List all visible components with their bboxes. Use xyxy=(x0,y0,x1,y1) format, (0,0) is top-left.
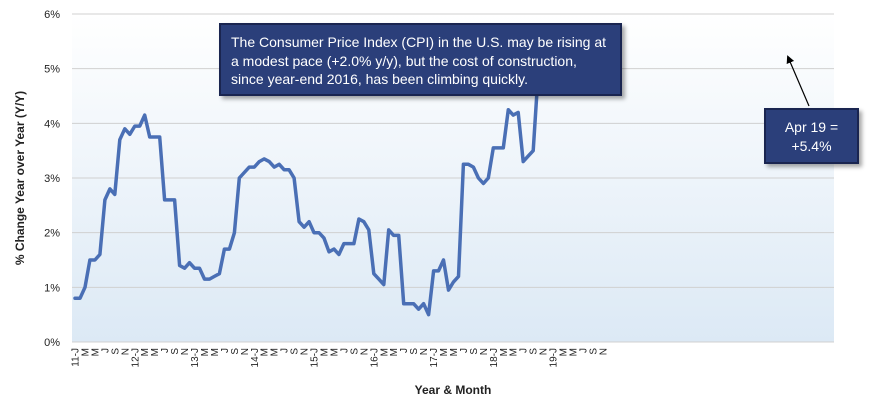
x-tick-label: J xyxy=(220,348,231,353)
x-tick-label: S xyxy=(588,348,599,355)
y-tick-label: 1% xyxy=(44,282,60,294)
x-tick-label: S xyxy=(409,348,420,355)
y-axis-ticks: 0% 1% 2% 3% 4% 5% 6% xyxy=(44,9,60,349)
series-group xyxy=(73,45,570,317)
x-tick-label: N xyxy=(359,348,370,355)
x-tick-label: N xyxy=(479,348,490,355)
x-tick-label: M xyxy=(439,348,450,356)
y-tick-label: 4% xyxy=(44,118,60,130)
x-tick-label: M xyxy=(449,348,460,356)
x-tick-label: N xyxy=(240,348,251,355)
x-tick-label: N xyxy=(539,348,550,355)
x-tick-label: N xyxy=(180,348,191,355)
x-tick-label: 12-J xyxy=(130,348,141,367)
x-tick-label: 16-J xyxy=(369,348,380,367)
y-tick-label: 0% xyxy=(44,337,60,349)
x-tick-label: S xyxy=(170,348,181,355)
x-tick-label: M xyxy=(260,348,271,356)
y-tick-label: 5% xyxy=(44,64,60,76)
x-tick-label: J xyxy=(519,348,530,353)
x-tick-label: S xyxy=(110,348,121,355)
x-tick-label: M xyxy=(499,348,510,356)
x-tick-label: 17-J xyxy=(429,348,440,367)
x-tick-label: J xyxy=(100,348,111,353)
x-tick-label: M xyxy=(200,348,211,356)
x-tick-label: M xyxy=(569,348,580,356)
y-tick-label: 2% xyxy=(44,228,60,240)
x-tick-label: M xyxy=(320,348,331,356)
x-tick-label: 13-J xyxy=(190,348,201,367)
x-tick-label: J xyxy=(578,348,589,353)
x-tick-label: M xyxy=(210,348,221,356)
apr-annotation-box: Apr 19 = +5.4% xyxy=(764,108,859,164)
x-tick-label: S xyxy=(529,348,540,355)
x-tick-label: N xyxy=(598,348,609,355)
y-tick-label: 6% xyxy=(44,9,60,21)
x-tick-label: N xyxy=(419,348,430,355)
apr-annotation-text: Apr 19 = +5.4% xyxy=(784,119,839,154)
x-tick-label: M xyxy=(389,348,400,356)
y-tick-label: 3% xyxy=(44,173,60,185)
x-tick-label: M xyxy=(150,348,161,356)
cpi-annotation-box: The Consumer Price Index (CPI) in the U.… xyxy=(219,23,622,96)
x-axis-label: Year & Month xyxy=(415,383,492,397)
cost-series-line xyxy=(73,45,570,317)
x-tick-label: 19-J xyxy=(549,348,560,367)
x-tick-label: 14-J xyxy=(250,348,261,367)
x-tick-label: 11-J xyxy=(71,348,82,367)
x-tick-label: N xyxy=(300,348,311,355)
x-tick-label: M xyxy=(270,348,281,356)
x-tick-label: J xyxy=(160,348,171,353)
x-tick-label: M xyxy=(559,348,570,356)
annotation-arrow xyxy=(786,55,810,107)
cpi-annotation-text: The Consumer Price Index (CPI) in the U.… xyxy=(231,34,607,87)
x-tick-label: 15-J xyxy=(310,348,321,367)
x-tick-label: M xyxy=(509,348,520,356)
x-tick-label: M xyxy=(329,348,340,356)
x-tick-label: S xyxy=(230,348,241,355)
x-tick-label: S xyxy=(469,348,480,355)
x-tick-label: 18-J xyxy=(489,348,500,367)
x-tick-label: S xyxy=(290,348,301,355)
x-tick-label: J xyxy=(459,348,470,353)
x-axis-ticks: 11-JMMJSN12-JMMJSN13-JMMJSN14-JMMJSN15-J… xyxy=(71,348,610,368)
y-axis-label: % Change Year over Year (Y/Y) xyxy=(13,91,27,265)
x-tick-label: M xyxy=(80,348,91,356)
x-tick-label: N xyxy=(120,348,131,355)
x-tick-label: J xyxy=(399,348,410,353)
x-tick-label: M xyxy=(379,348,390,356)
x-tick-label: J xyxy=(280,348,291,353)
x-tick-label: J xyxy=(339,348,350,353)
x-tick-label: M xyxy=(90,348,101,356)
x-tick-label: S xyxy=(349,348,360,355)
x-tick-label: M xyxy=(140,348,151,356)
